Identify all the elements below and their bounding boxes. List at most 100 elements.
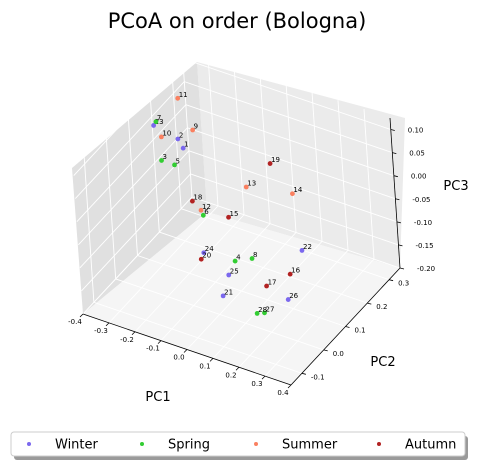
- point-label: 24: [205, 245, 214, 253]
- chart-title: PCoA on order (Bologna): [108, 9, 367, 33]
- z-axis-label: PC3: [443, 179, 468, 194]
- data-point: [262, 310, 267, 316]
- point-label: 13: [247, 179, 256, 187]
- x-grid-back: [363, 109, 375, 260]
- point-label: 27: [266, 305, 275, 313]
- point-label: 18: [193, 194, 202, 202]
- x-tick-mark: [157, 340, 162, 344]
- data-point: [190, 127, 196, 133]
- x-tick-label: 0.1: [199, 362, 210, 370]
- data-point: [198, 207, 204, 213]
- y-grid-floor: [115, 278, 324, 351]
- z-tick-label: -0.05: [412, 196, 430, 204]
- x-grid-back: [233, 64, 245, 215]
- x-tick-label: -0.4: [68, 318, 82, 326]
- z-grid-back: [191, 196, 401, 269]
- z-grid-left: [73, 58, 184, 176]
- y-tick-mark: [389, 279, 394, 282]
- y-grid-left: [105, 128, 117, 279]
- left-pane: [72, 62, 207, 314]
- point-label: 11: [179, 91, 188, 99]
- z-grid-left: [82, 196, 193, 315]
- x-tick-label: 0.0: [173, 354, 184, 362]
- z-grid-back: [187, 127, 396, 200]
- z-grid-back: [182, 58, 391, 130]
- data-point: [299, 248, 305, 253]
- x-grid-back: [285, 82, 297, 233]
- x-tick-label: 0.2: [225, 371, 236, 379]
- x-tick-label: -0.1: [146, 345, 160, 353]
- point-label: 21: [224, 288, 233, 296]
- tick-labels: -0.4 -0.3 -0.2 -0.1 0.0 0.1 0.2 0.3 0.4 -0.1 0.0 0.…: [68, 127, 435, 397]
- point-label: 20: [202, 252, 211, 260]
- point-label: 9: [194, 122, 198, 130]
- z-grid-left: [81, 173, 191, 292]
- y-axis-line: [290, 267, 401, 386]
- data-point: [180, 145, 186, 151]
- y-tick-mark: [323, 349, 328, 352]
- x-tick-label: 0.4: [277, 389, 289, 397]
- point-label: 5: [176, 157, 180, 165]
- y-grid-floor: [180, 208, 390, 281]
- data-point: [287, 271, 293, 277]
- point-label: 8: [253, 251, 257, 259]
- z-tick-mark: [390, 129, 395, 131]
- data-point: [200, 212, 206, 218]
- point-label: 14: [293, 186, 302, 194]
- point-label: 16: [291, 267, 300, 275]
- z-tick-mark: [396, 221, 402, 224]
- z-grid-back: [185, 104, 394, 177]
- axis-edges: [79, 117, 405, 389]
- z-tick-mark: [393, 175, 398, 178]
- y-tick-label: 0.0: [333, 350, 344, 358]
- z-grid-back: [184, 81, 393, 154]
- y-grid-left: [83, 152, 95, 303]
- z-grid-left: [76, 104, 187, 222]
- data-point: [267, 161, 273, 166]
- y-grid-floor: [159, 231, 368, 304]
- z-grid-left: [79, 150, 190, 269]
- point-label: 7: [157, 114, 161, 122]
- data-point: [159, 158, 164, 163]
- y-tick-label: -0.1: [311, 373, 325, 381]
- z-tick-mark: [395, 198, 400, 201]
- legend-box: [10, 431, 466, 457]
- point-label: 23: [155, 118, 164, 126]
- z-grid-back: [188, 150, 398, 223]
- z-axis-line: [389, 117, 401, 269]
- point-label: 12: [202, 203, 211, 211]
- data-point: [226, 272, 232, 278]
- z-tick-label: 0.05: [409, 150, 425, 158]
- floor-pane: [83, 212, 400, 385]
- legend-label: Winter: [55, 438, 99, 453]
- y-grid-floor: [137, 255, 346, 327]
- data-point: [151, 123, 157, 128]
- point-label: 17: [268, 279, 277, 287]
- legend-label: Summer: [282, 438, 338, 453]
- x-tick-label: -0.2: [120, 336, 134, 344]
- x-tick-label: -0.3: [94, 327, 108, 335]
- data-point: [290, 191, 295, 197]
- z-grid-left: [74, 81, 185, 199]
- point-label: 1: [184, 141, 188, 149]
- data-point: [175, 136, 181, 142]
- x-tick-mark: [235, 366, 240, 371]
- x-grid-back: [337, 100, 349, 251]
- data-point: [264, 283, 269, 289]
- point-label: 25: [230, 268, 239, 276]
- z-tick-label: -0.20: [417, 265, 435, 273]
- data-point: [198, 256, 204, 262]
- x-tick-label: 0.3: [251, 380, 262, 388]
- x-grid-back: [181, 46, 193, 198]
- data-point: [158, 134, 164, 140]
- x-axis-label: PC1: [145, 390, 170, 405]
- x-axis-line: [82, 313, 292, 386]
- x-tick-mark: [209, 358, 214, 362]
- x-grid-back: [311, 91, 323, 242]
- x-tick-mark: [287, 384, 292, 389]
- legend-marker: [140, 442, 144, 446]
- data-point: [153, 119, 159, 125]
- point-label: 2: [179, 131, 183, 139]
- x-tick-mark: [79, 313, 84, 318]
- data-point: [189, 198, 195, 204]
